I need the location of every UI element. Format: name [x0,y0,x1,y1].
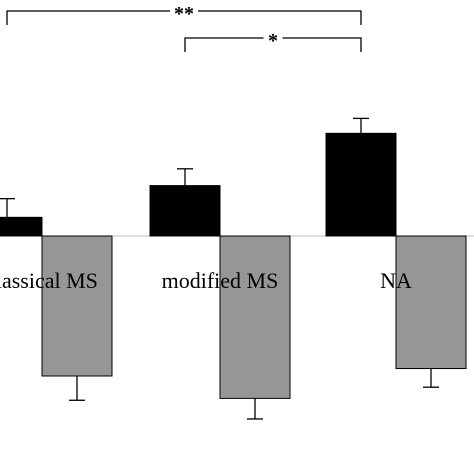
error-bar-gray-1 [247,398,263,420]
error-bar-black-0 [0,198,15,218]
error-bar-gray-2 [423,368,439,388]
significance-brackets: *** [6,3,362,52]
bar-black-1 [149,185,221,237]
bar-gray-2 [395,235,467,370]
bars [0,132,467,399]
significance-label: * [268,30,278,52]
error-bar-black-1 [177,168,193,186]
error-bars [0,117,439,420]
bar-black-0 [0,216,43,237]
category-label: modified MS [162,268,279,293]
significance-bracket [6,10,362,25]
significance-bracket [184,37,362,52]
category-labels: classical MS modified MS NA [0,268,412,293]
bar-gray-1 [219,235,291,399]
bar-black-2 [325,132,397,237]
category-label: classical MS [0,268,98,293]
error-bar-black-2 [353,117,369,134]
significance-label: ** [174,3,194,25]
bar-gray-0 [41,235,113,377]
error-bar-gray-0 [69,376,85,401]
category-label: NA [380,268,412,293]
